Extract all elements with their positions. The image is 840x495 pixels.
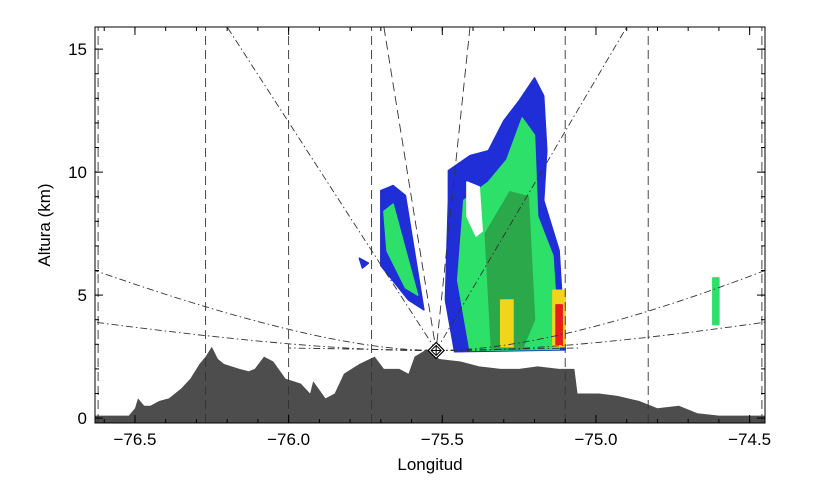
- beam-line-5: [436, 321, 765, 351]
- y-axis-label: Altura (km): [35, 183, 54, 266]
- y-tick-label: 0: [78, 409, 87, 428]
- echo-hole-10: [466, 181, 483, 237]
- x-tick-label: −76.0: [267, 430, 310, 449]
- terrain-profile: [95, 346, 765, 423]
- x-tick-label: −74.5: [728, 430, 771, 449]
- axis-ticks: −76.5 −76.0 −75.5 −75.0 −74.5 0 5 10 15: [68, 27, 771, 449]
- beam-line-3: [95, 321, 437, 351]
- beam-line-0: [226, 27, 437, 351]
- echo-weak-2: [358, 257, 370, 269]
- x-tick-label: −75.0: [574, 430, 617, 449]
- echo-moderate-high-5: [484, 191, 536, 350]
- beam-line-6: [288, 347, 437, 351]
- plot-frame: [94, 26, 766, 424]
- y-tick-label: 15: [68, 40, 87, 59]
- x-axis-label: Longitud: [397, 455, 462, 474]
- beam-line-1: [435, 27, 628, 351]
- beam-line-2: [95, 270, 437, 351]
- y-tick-label: 5: [78, 286, 87, 305]
- y-tick-label: 10: [68, 163, 87, 182]
- echo-strong-6: [499, 299, 514, 348]
- x-tick-label: −76.5: [113, 430, 156, 449]
- range-line-8: [435, 27, 471, 351]
- echo-very-strong-8: [555, 304, 563, 346]
- plot-area: [95, 27, 765, 423]
- echo-moderate-1: [383, 203, 419, 296]
- radar-site-crosshair: [431, 345, 442, 356]
- beam-line-7: [436, 347, 581, 351]
- x-tick-label: −75.5: [421, 430, 464, 449]
- beam-line-4: [436, 270, 765, 351]
- echo-moderate-9: [712, 277, 720, 326]
- range-line-7: [383, 27, 437, 351]
